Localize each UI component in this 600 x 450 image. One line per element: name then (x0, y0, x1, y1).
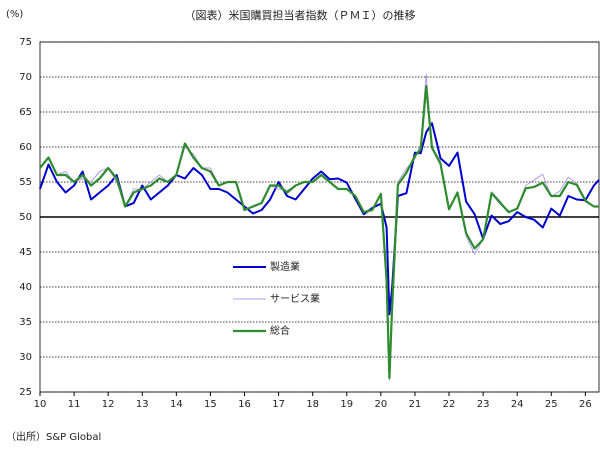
x-tick-label: 13 (136, 399, 149, 410)
legend-label: 製造業 (270, 260, 300, 273)
x-tick-label: 26 (579, 399, 592, 410)
x-tick-label: 16 (238, 399, 251, 410)
x-tick-label: 22 (443, 399, 456, 410)
y-tick-label: 60 (19, 142, 32, 153)
x-tick-label: 25 (545, 399, 558, 410)
series-line (39, 73, 599, 381)
y-tick-label: 40 (19, 282, 32, 293)
x-tick-label: 23 (477, 399, 490, 410)
x-tick-label: 21 (409, 399, 422, 410)
y-tick-label: 65 (19, 107, 32, 118)
legend-label: サービス業 (270, 292, 320, 305)
x-tick-label: 19 (340, 399, 353, 410)
series-line (39, 122, 600, 316)
chart-title: （図表）米国購買担当者指数（ＰＭＩ）の推移 (185, 8, 416, 22)
source: （出所）S&P Global (6, 430, 101, 443)
y-tick-label: 25 (19, 387, 32, 398)
y-tick-label: 70 (19, 72, 32, 83)
y-tick-label: 55 (19, 177, 32, 188)
x-tick-label: 15 (204, 399, 217, 410)
x-tick-label: 14 (170, 399, 183, 410)
y-tick-label: 30 (19, 352, 32, 363)
x-tick-label: 11 (68, 399, 81, 410)
x-tick-label: 20 (374, 399, 387, 410)
legend-label: 総合 (270, 324, 290, 337)
x-tick-label: 24 (511, 399, 524, 410)
y-tick-label: 45 (19, 247, 32, 258)
series-line (39, 85, 599, 380)
x-tick-label: 12 (102, 399, 115, 410)
y-axis-label: (%) (6, 9, 23, 20)
x-tick-label: 17 (272, 399, 285, 410)
x-tick-label: 10 (34, 399, 47, 410)
y-tick-label: 75 (19, 37, 32, 48)
x-tick-label: 18 (306, 399, 319, 410)
y-tick-label: 35 (19, 317, 32, 328)
y-tick-label: 50 (19, 212, 32, 223)
